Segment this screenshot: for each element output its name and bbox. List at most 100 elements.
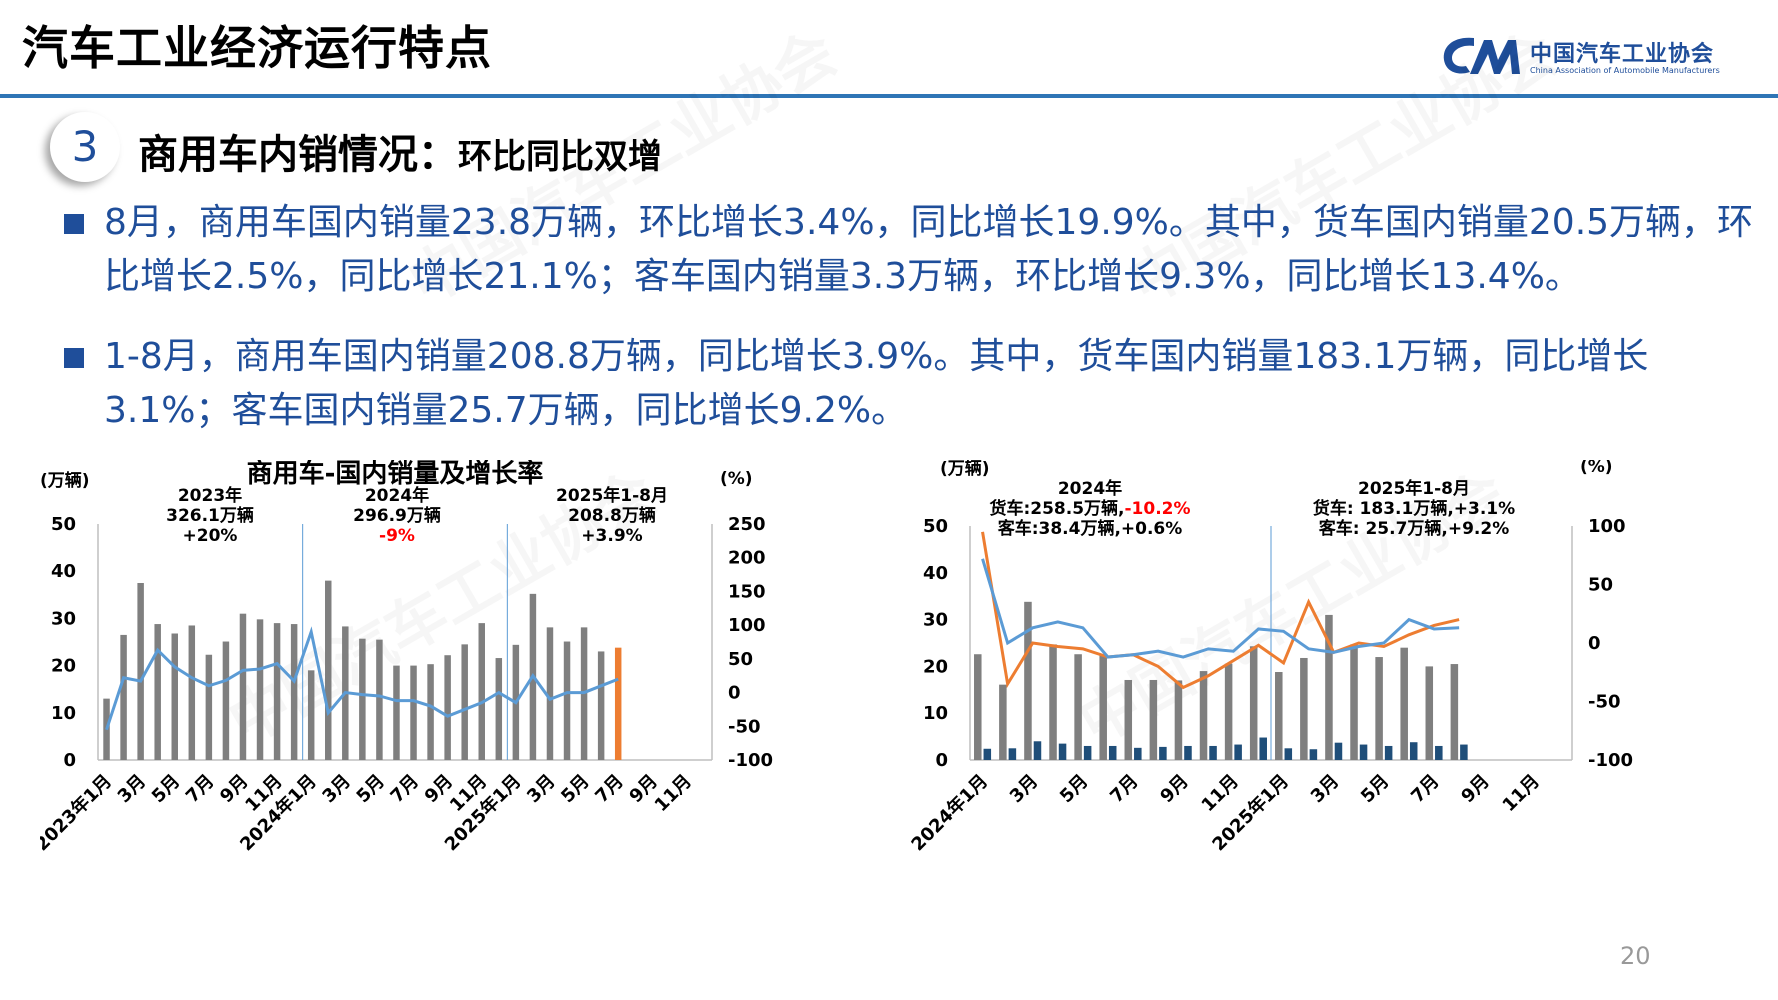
- y-right-tick-label: 50: [1588, 575, 1613, 596]
- y-left-tick-label: 10: [923, 703, 948, 724]
- bar: [120, 634, 127, 760]
- x-tick-label: 11月: [651, 771, 696, 816]
- y-left-tick-label: 20: [51, 656, 76, 677]
- truck-bar: [1350, 644, 1358, 760]
- truck-bar: [1049, 644, 1057, 760]
- bus-bar: [1033, 741, 1042, 760]
- bus-bar: [1184, 745, 1192, 760]
- bullet-text: 1-8月，商用车国内销量208.8万辆，同比增长3.9%。其中，货车国内销量18…: [104, 336, 1649, 431]
- x-tick-label: 9月: [1156, 771, 1192, 807]
- y-left-unit: (万辆): [40, 470, 90, 491]
- bar: [427, 664, 434, 760]
- bus-bar: [1460, 744, 1468, 760]
- truck-growth-line: [981, 531, 1460, 690]
- bus-bar: [1334, 742, 1343, 760]
- bar: [393, 665, 400, 760]
- x-tick-label: 9月: [1457, 771, 1493, 807]
- truck-bar: [1199, 671, 1208, 760]
- truck-bar: [1450, 664, 1459, 760]
- bar: [563, 641, 571, 760]
- x-tick-label: 7月: [387, 771, 423, 807]
- y-right-tick-label: 250: [728, 514, 766, 535]
- section-number: 3: [50, 112, 120, 182]
- period-annotation: 客车: 25.7万辆,+9.2%: [1318, 518, 1510, 539]
- annotation-negative-value: -10.2%: [1124, 499, 1190, 519]
- header-divider: [0, 94, 1778, 98]
- bus-bar: [1359, 744, 1368, 760]
- bar: [376, 639, 383, 760]
- y-right-tick-label: 200: [728, 548, 766, 569]
- period-annotation: 客车:38.4万辆,+0.6%: [997, 518, 1183, 539]
- y-left-tick-label: 40: [923, 563, 948, 584]
- truck-bar: [1149, 679, 1158, 760]
- bus-bar: [983, 748, 992, 760]
- period-annotation: -9%: [379, 526, 415, 546]
- bar: [478, 623, 485, 760]
- bullet-2: 1-8月，商用车国内销量208.8万辆，同比增长3.9%。其中，货车国内销量18…: [64, 330, 1754, 438]
- x-tick-label: 7月: [1407, 771, 1443, 807]
- period-annotation: 208.8万辆: [568, 505, 656, 526]
- x-tick-label: 7月: [1106, 771, 1142, 807]
- period-annotation: 296.9万辆: [353, 505, 441, 526]
- x-tick-label: 2023年1月: [40, 770, 116, 855]
- bus-bar: [1234, 744, 1242, 760]
- y-left-unit: (万辆): [940, 460, 990, 479]
- bus-bar: [1058, 743, 1067, 760]
- section-subtitle: 环比同比双增: [458, 137, 662, 177]
- chart-commercial-vehicle: 商用车-国内销量及增长率 (万辆) (%) 0 10 20 30 40 50 -100 -50 0 50…: [40, 460, 773, 855]
- y-right-tick-label: -100: [1588, 750, 1633, 771]
- y-left-tick-label: 50: [923, 516, 948, 537]
- truck-bar: [999, 684, 1007, 760]
- bar-current-month: [614, 647, 622, 760]
- y-right-unit: (%): [1580, 460, 1613, 477]
- logo: 中国汽车工业协会 China Association of Automobile…: [1440, 30, 1760, 82]
- bus-bar: [1159, 746, 1167, 760]
- x-tick-label: 5月: [1056, 771, 1092, 807]
- x-tick-label: 3月: [318, 771, 354, 807]
- annotation-part: 货车:258.5万辆,: [989, 498, 1124, 519]
- x-tick-label: 7月: [591, 771, 627, 807]
- bullet-square-icon: [64, 214, 84, 234]
- truck-bar: [1425, 666, 1434, 760]
- page-title: 汽车工业经济运行特点: [22, 21, 492, 75]
- x-tick-label: 2024年1月: [907, 770, 992, 855]
- y-left-tick-label: 10: [51, 703, 76, 724]
- x-tick-label: 7月: [182, 771, 218, 807]
- bus-bar: [1284, 748, 1293, 760]
- truck-bar: [1024, 601, 1032, 760]
- bus-bar: [1108, 745, 1117, 760]
- section-title-main: 商用车内销情况：: [138, 132, 458, 178]
- y-left-tick-label: 20: [923, 656, 948, 677]
- x-tick-label: 3月: [1006, 771, 1042, 807]
- bar: [188, 625, 196, 760]
- bus-bar: [1309, 749, 1318, 760]
- y-right-tick-label: 50: [728, 649, 753, 670]
- truck-bar: [1124, 679, 1133, 760]
- y-left-tick-label: 0: [935, 750, 948, 771]
- truck-bar: [1224, 663, 1233, 760]
- bar: [546, 627, 554, 760]
- period-annotation: 2023年: [178, 485, 242, 506]
- y-right-tick-label: 0: [728, 683, 741, 704]
- y-right-unit: (%): [720, 469, 753, 489]
- truck-bar: [1099, 654, 1107, 760]
- x-tick-label: 3月: [114, 771, 150, 807]
- x-tick-label: 3月: [523, 771, 559, 807]
- bus-bar: [1134, 747, 1142, 760]
- truck-bar: [1074, 654, 1082, 760]
- bus-bar: [1384, 745, 1393, 760]
- bar: [154, 624, 161, 760]
- truck-bar: [1249, 646, 1258, 760]
- bus-bar: [1409, 742, 1418, 760]
- truck-bar: [1300, 657, 1308, 760]
- x-tick-label: 3月: [1307, 771, 1343, 807]
- bar: [597, 651, 605, 760]
- chart-truck-bus: 货车、客车-国内销量及增长率(万辆)(%)01020304050-100-500…: [907, 460, 1633, 855]
- bar: [359, 638, 366, 760]
- bus-bar: [1435, 745, 1443, 760]
- x-tick-label: 11月: [1499, 771, 1544, 816]
- y-right-tick-label: -50: [1588, 692, 1621, 713]
- y-right-tick-label: 0: [1588, 633, 1601, 654]
- y-left-tick-label: 30: [923, 610, 948, 631]
- period-annotation: +3.9%: [581, 526, 642, 546]
